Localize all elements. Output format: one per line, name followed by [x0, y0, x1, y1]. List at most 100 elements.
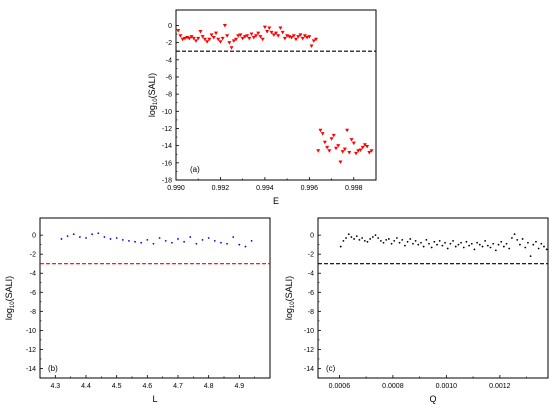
data-point [294, 37, 298, 42]
data-point [182, 36, 187, 41]
data-point [347, 151, 352, 155]
data-point [209, 33, 214, 37]
data-point [164, 239, 167, 242]
data-point [371, 236, 374, 238]
data-point [91, 233, 94, 236]
data-point [342, 147, 347, 152]
y-tick-label: -10 [26, 328, 36, 335]
y-tick-label: -12 [26, 347, 36, 354]
data-point [462, 246, 465, 249]
data-point [468, 244, 471, 247]
data-point [260, 37, 265, 42]
data-point [535, 240, 537, 243]
panel-label: (c) [326, 364, 336, 373]
y-tick-label: 0 [310, 233, 314, 240]
data-point [300, 36, 305, 41]
data-point [358, 148, 363, 152]
data-point [470, 242, 473, 245]
data-point [404, 244, 406, 247]
data-point [176, 29, 181, 33]
data-point [85, 237, 87, 239]
data-point [353, 238, 356, 240]
y-tick-label: -4 [308, 271, 314, 278]
data-point [109, 238, 112, 240]
data-point [425, 239, 428, 241]
data-point [115, 237, 118, 239]
y-axis-label: log10(SALI) [284, 276, 296, 320]
data-point [409, 238, 412, 240]
data-point [247, 36, 252, 41]
x-tick-label: 0.0010 [436, 383, 458, 390]
data-point [336, 144, 341, 148]
data-point [355, 235, 358, 237]
data-point [318, 128, 323, 133]
data-point [358, 239, 361, 241]
data-point [121, 239, 124, 241]
data-point [189, 35, 194, 39]
y-tick-label: -14 [162, 143, 172, 150]
data-point [516, 239, 519, 241]
data-point [214, 31, 218, 36]
data-point [249, 32, 254, 37]
data-point [543, 245, 545, 248]
data-point [305, 35, 310, 40]
data-point [406, 240, 409, 243]
data-point [428, 242, 430, 245]
data-point [196, 36, 201, 41]
x-tick-label: 4.6 [142, 383, 152, 390]
data-point [430, 246, 433, 249]
data-point [492, 242, 495, 245]
x-tick-label: 4.7 [173, 383, 183, 390]
data-point [369, 149, 374, 153]
y-tick-label: -4 [30, 271, 36, 278]
data-point [422, 245, 425, 248]
data-point [201, 239, 204, 241]
data-point [191, 36, 196, 41]
y-tick-label: -4 [166, 57, 172, 64]
data-point [350, 236, 353, 238]
data-point [195, 242, 198, 245]
data-point [322, 140, 327, 145]
data-point [269, 30, 274, 35]
y-tick-label: -2 [30, 252, 36, 259]
data-point [134, 240, 136, 243]
x-tick-label: 4.5 [112, 383, 122, 390]
data-point [320, 132, 325, 136]
data-point [340, 150, 345, 154]
x-tick-label: 4.9 [234, 383, 244, 390]
data-point [527, 241, 529, 244]
data-point [242, 35, 247, 39]
data-point [291, 34, 296, 38]
data-point [189, 236, 192, 238]
data-point [502, 245, 505, 248]
data-point [238, 33, 243, 37]
data-point [254, 34, 258, 38]
data-point [194, 39, 198, 43]
y-axis-label: log10(SALI) [147, 73, 159, 117]
data-point [183, 240, 186, 243]
y-tick-label: -12 [304, 347, 314, 354]
y-tick-label: -8 [166, 92, 172, 99]
data-point [465, 240, 468, 243]
data-point [205, 40, 210, 44]
data-point [417, 243, 420, 246]
y-tick-label: 0 [32, 233, 36, 240]
x-tick-label: 0.996 [301, 185, 319, 192]
data-point [508, 247, 511, 250]
data-point [316, 149, 321, 153]
data-point [307, 35, 312, 39]
panel-label: (b) [48, 364, 58, 373]
data-point [226, 242, 228, 245]
x-tick-label: 0.998 [345, 185, 363, 192]
data-point [274, 31, 278, 36]
data-point [521, 238, 524, 240]
data-point [433, 240, 436, 243]
data-point [540, 242, 543, 245]
data-point [412, 242, 414, 245]
data-point [452, 239, 454, 242]
panel-label: (a) [190, 165, 200, 174]
y-tick-label: -10 [162, 109, 172, 116]
data-point [438, 239, 441, 242]
data-point [302, 34, 307, 38]
